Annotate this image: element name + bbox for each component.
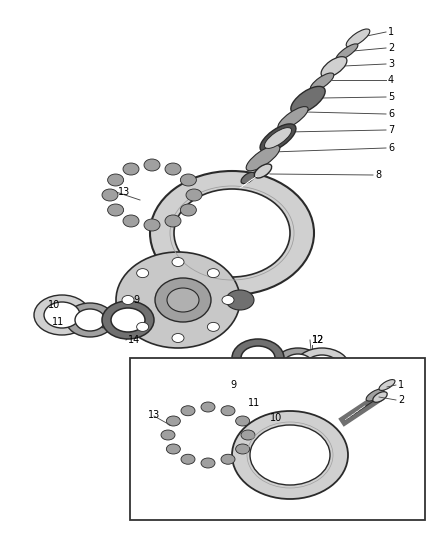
Ellipse shape xyxy=(254,164,272,178)
Ellipse shape xyxy=(246,145,280,171)
Ellipse shape xyxy=(221,406,235,416)
Ellipse shape xyxy=(165,163,181,175)
Ellipse shape xyxy=(34,295,90,335)
Ellipse shape xyxy=(181,454,195,464)
Text: 10: 10 xyxy=(48,300,60,310)
Ellipse shape xyxy=(108,174,124,186)
Ellipse shape xyxy=(111,308,145,332)
Text: 5: 5 xyxy=(388,92,394,102)
Ellipse shape xyxy=(294,348,350,388)
Ellipse shape xyxy=(166,444,180,454)
Ellipse shape xyxy=(123,163,139,175)
Ellipse shape xyxy=(167,288,199,312)
Text: 4: 4 xyxy=(388,75,394,85)
Ellipse shape xyxy=(241,430,255,440)
Ellipse shape xyxy=(291,86,325,114)
Ellipse shape xyxy=(75,309,105,331)
Ellipse shape xyxy=(310,73,334,91)
Ellipse shape xyxy=(236,444,250,454)
Ellipse shape xyxy=(379,379,395,391)
Text: 3: 3 xyxy=(388,59,394,69)
Ellipse shape xyxy=(283,354,313,376)
Ellipse shape xyxy=(260,356,296,368)
Ellipse shape xyxy=(250,425,330,485)
Text: 14: 14 xyxy=(128,335,140,345)
Ellipse shape xyxy=(207,322,219,332)
Ellipse shape xyxy=(174,189,290,277)
Ellipse shape xyxy=(221,454,235,464)
Ellipse shape xyxy=(155,278,211,322)
Text: 12: 12 xyxy=(312,335,325,345)
Ellipse shape xyxy=(274,348,322,382)
Ellipse shape xyxy=(265,127,292,148)
Ellipse shape xyxy=(166,416,180,426)
Ellipse shape xyxy=(278,107,308,130)
Ellipse shape xyxy=(172,334,184,343)
Text: 12: 12 xyxy=(312,335,325,345)
Text: 11: 11 xyxy=(248,398,260,408)
Ellipse shape xyxy=(232,411,348,499)
Ellipse shape xyxy=(226,290,254,310)
Text: 9: 9 xyxy=(230,380,236,390)
Ellipse shape xyxy=(201,458,215,468)
Ellipse shape xyxy=(180,204,196,216)
Ellipse shape xyxy=(90,316,126,328)
Text: 7: 7 xyxy=(388,125,394,135)
Text: 6: 6 xyxy=(388,109,394,119)
Ellipse shape xyxy=(144,219,160,231)
Ellipse shape xyxy=(172,257,184,266)
Ellipse shape xyxy=(241,172,255,184)
Ellipse shape xyxy=(260,124,296,152)
Ellipse shape xyxy=(102,301,154,339)
Ellipse shape xyxy=(186,189,202,201)
Text: 2: 2 xyxy=(388,43,394,53)
Ellipse shape xyxy=(123,215,139,227)
Ellipse shape xyxy=(165,215,181,227)
Ellipse shape xyxy=(137,322,148,332)
Bar xyxy=(130,358,425,520)
Text: 11: 11 xyxy=(52,317,64,327)
Ellipse shape xyxy=(44,302,80,328)
Text: 13: 13 xyxy=(118,187,130,197)
Ellipse shape xyxy=(201,402,215,412)
Text: 6: 6 xyxy=(388,143,394,153)
Ellipse shape xyxy=(102,189,118,201)
Ellipse shape xyxy=(222,295,234,304)
Ellipse shape xyxy=(122,295,134,304)
Text: 1: 1 xyxy=(398,380,404,390)
Text: 8: 8 xyxy=(375,170,381,180)
Ellipse shape xyxy=(144,159,160,171)
Ellipse shape xyxy=(207,269,219,278)
Ellipse shape xyxy=(232,339,284,377)
Ellipse shape xyxy=(304,355,340,381)
Text: 2: 2 xyxy=(398,395,404,405)
Ellipse shape xyxy=(137,269,148,278)
Ellipse shape xyxy=(241,346,275,370)
Text: 1: 1 xyxy=(388,27,394,37)
Ellipse shape xyxy=(366,389,384,401)
Ellipse shape xyxy=(161,430,175,440)
Ellipse shape xyxy=(321,56,347,77)
Ellipse shape xyxy=(336,44,358,60)
Ellipse shape xyxy=(150,171,314,295)
Ellipse shape xyxy=(66,303,114,337)
Ellipse shape xyxy=(181,406,195,416)
Text: 10: 10 xyxy=(270,413,282,423)
Text: 13: 13 xyxy=(148,410,160,420)
Text: 9: 9 xyxy=(133,295,139,305)
Ellipse shape xyxy=(108,204,124,216)
Ellipse shape xyxy=(373,392,387,402)
Ellipse shape xyxy=(346,29,370,47)
Ellipse shape xyxy=(236,416,250,426)
Ellipse shape xyxy=(116,252,240,348)
Ellipse shape xyxy=(180,174,196,186)
